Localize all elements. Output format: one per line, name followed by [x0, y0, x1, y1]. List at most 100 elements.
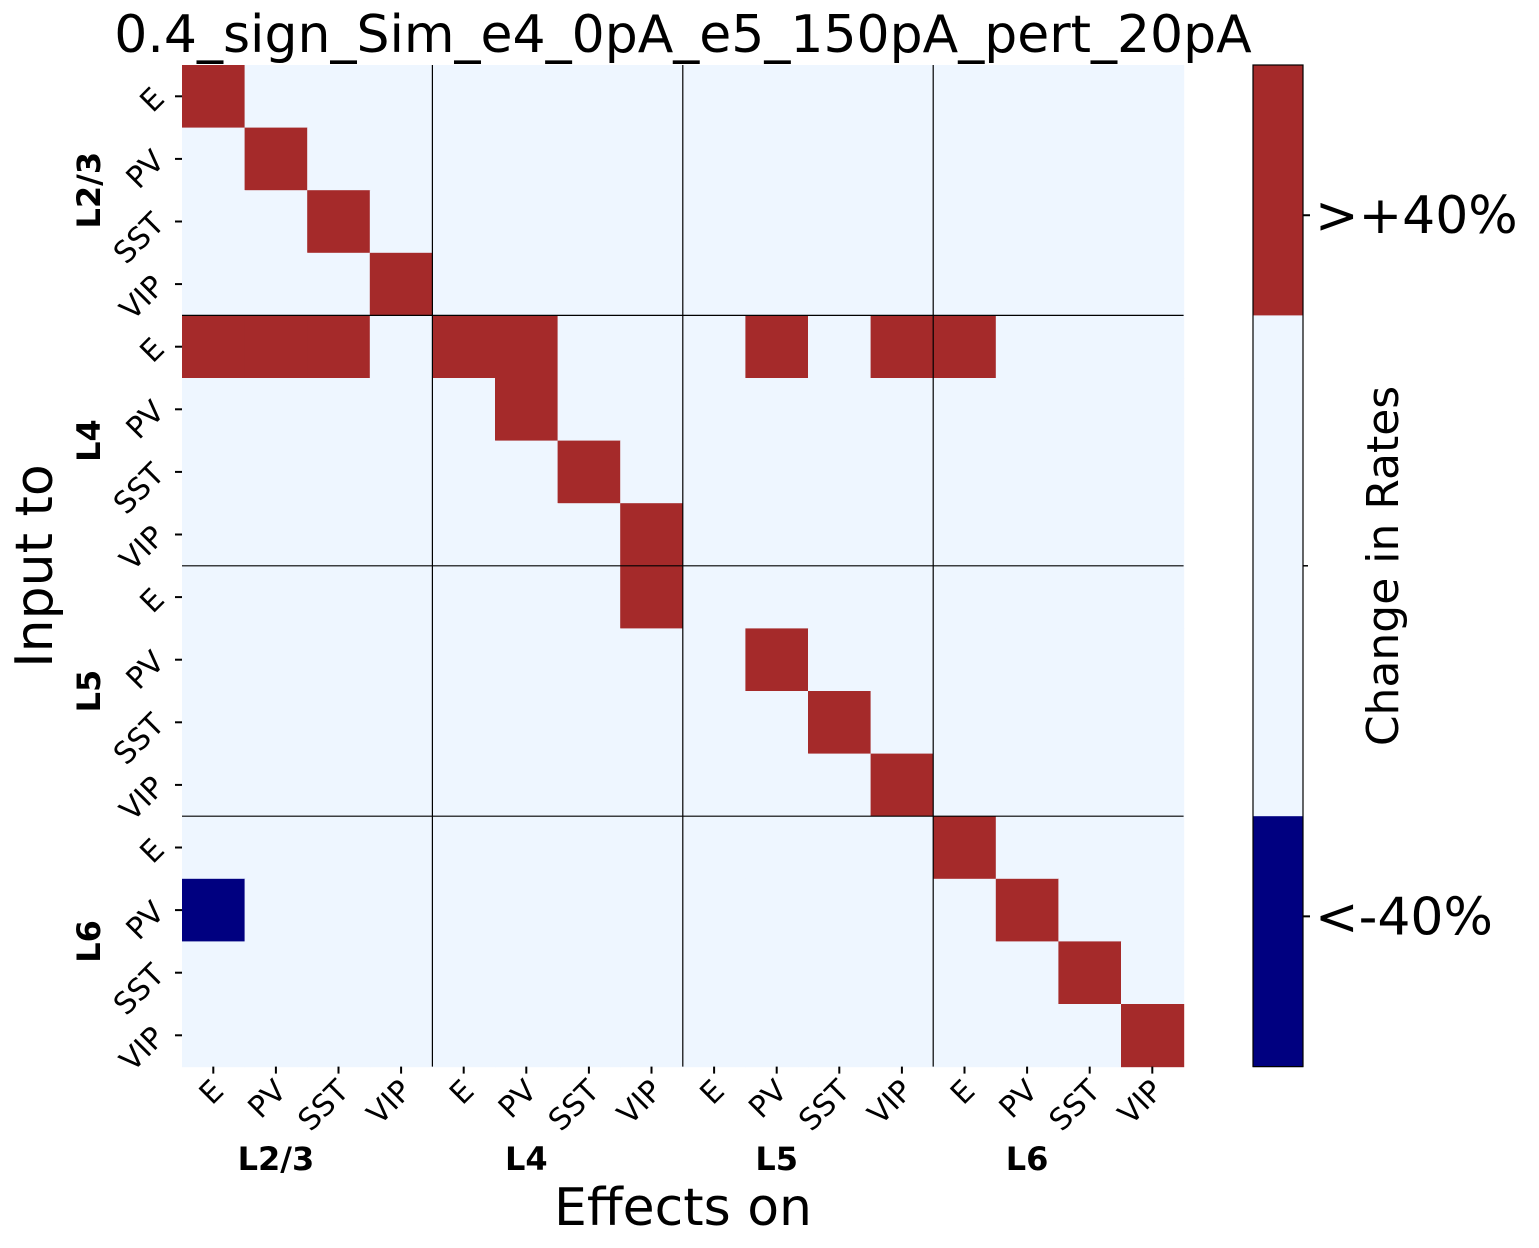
heatmap-cell — [244, 565, 308, 629]
heatmap-cell — [682, 190, 746, 254]
heatmap-cell — [745, 190, 809, 254]
heatmap-cell — [933, 941, 997, 1005]
y-tick-label: VIP — [113, 519, 171, 577]
heatmap-cell — [808, 190, 872, 254]
heatmap-cell — [1121, 315, 1185, 379]
heatmap-cell — [244, 691, 308, 755]
y-tick-label: SST — [107, 206, 172, 271]
group-separators — [182, 65, 1184, 1067]
x-tick-label: VIP — [360, 1074, 418, 1132]
y-tick-label: PV — [120, 895, 172, 947]
y-tick-label: PV — [120, 143, 172, 195]
heatmap-cell — [307, 378, 371, 442]
heatmap-cell — [244, 941, 308, 1005]
heatmap-cell — [933, 127, 997, 191]
heatmap-cell — [244, 503, 308, 567]
heatmap-cell — [432, 753, 496, 817]
heatmap-cell — [244, 816, 308, 880]
heatmap-cell — [933, 565, 997, 629]
heatmap-cell — [870, 565, 934, 629]
heatmap-cell — [745, 628, 809, 692]
heatmap-cell — [933, 315, 997, 379]
heatmap-cell — [870, 753, 934, 817]
heatmap-cell — [244, 753, 308, 817]
heatmap-cell — [182, 628, 246, 692]
heatmap-cell — [1058, 878, 1122, 942]
heatmap-cell — [682, 503, 746, 567]
heatmap-cell — [745, 252, 809, 316]
y-tick-label: E — [133, 582, 171, 620]
heatmap-cell — [1058, 190, 1122, 254]
heatmap-cell — [432, 816, 496, 880]
heatmap-cell — [495, 565, 559, 629]
heatmap-cell — [307, 127, 371, 191]
heatmap-cell — [182, 753, 246, 817]
heatmap-cell — [557, 1004, 621, 1068]
heatmap-cell — [620, 565, 684, 629]
heatmap-cell — [995, 65, 1059, 129]
heatmap-cell — [808, 440, 872, 504]
heatmap-cell — [307, 691, 371, 755]
heatmap-cell — [1121, 878, 1185, 942]
heatmap-cell — [244, 440, 308, 504]
heatmap-cell — [307, 315, 371, 379]
heatmap-cell — [557, 628, 621, 692]
heatmap-cell — [995, 628, 1059, 692]
heatmap-cell — [1121, 503, 1185, 567]
heatmap-cell — [1058, 503, 1122, 567]
heatmap-cell — [808, 691, 872, 755]
heatmap-cell — [1058, 127, 1122, 191]
heatmap-cell — [995, 878, 1059, 942]
heatmap-cell — [870, 941, 934, 1005]
heatmap-cell — [557, 941, 621, 1005]
heatmap-cell — [307, 190, 371, 254]
heatmap-cell — [745, 1004, 809, 1068]
heatmap-cell — [682, 941, 746, 1005]
heatmap-cell — [808, 252, 872, 316]
heatmap-cell — [557, 503, 621, 567]
heatmap-cell — [557, 252, 621, 316]
heatmap-cell — [620, 378, 684, 442]
heatmap-cell — [182, 565, 246, 629]
heatmap-cell — [244, 1004, 308, 1068]
heatmap-cell — [369, 127, 433, 191]
heatmap-cell — [557, 127, 621, 191]
heatmap-cell — [307, 816, 371, 880]
colorbar-tick-label: <-40% — [1315, 887, 1493, 947]
heatmap-cells — [182, 65, 1185, 1068]
heatmap-cell — [995, 503, 1059, 567]
y-group-label: L2/3 — [70, 152, 108, 229]
heatmap-cell — [307, 65, 371, 129]
heatmap-cell — [682, 753, 746, 817]
heatmap-cell — [1121, 190, 1185, 254]
x-group-label: L4 — [505, 1140, 548, 1178]
heatmap-cell — [682, 691, 746, 755]
colorbar-segment — [1253, 315, 1303, 567]
heatmap-cell — [745, 816, 809, 880]
y-tick-label: VIP — [113, 770, 171, 828]
y-tick-label: SST — [107, 456, 172, 521]
heatmap-cell — [745, 65, 809, 129]
heatmap-cell — [369, 65, 433, 129]
heatmap-cell — [1121, 941, 1185, 1005]
heatmap-cell — [1058, 565, 1122, 629]
y-tick-label: E — [133, 332, 171, 370]
heatmap-cell — [682, 628, 746, 692]
colorbar-segment — [1253, 65, 1303, 316]
heatmap-cell — [808, 565, 872, 629]
x-tick-label: E — [944, 1074, 982, 1112]
heatmap-cell — [995, 440, 1059, 504]
heatmap-cell — [870, 65, 934, 129]
x-tick-label: SST — [292, 1073, 357, 1138]
heatmap-cell — [307, 440, 371, 504]
heatmap-cell — [870, 503, 934, 567]
heatmap-cell — [1058, 440, 1122, 504]
heatmap-cell — [620, 628, 684, 692]
heatmap-cell — [495, 691, 559, 755]
heatmap-cell — [745, 565, 809, 629]
x-group-label: L5 — [755, 1140, 798, 1178]
heatmap-cell — [495, 878, 559, 942]
heatmap-cell — [745, 941, 809, 1005]
heatmap-cell — [933, 1004, 997, 1068]
x-tick-label: E — [694, 1074, 732, 1112]
